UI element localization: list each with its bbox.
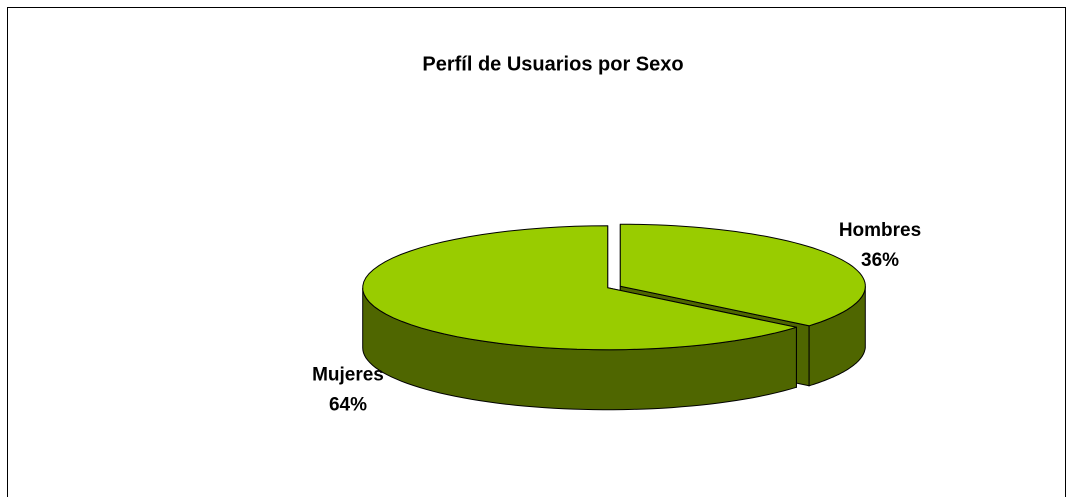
slice-label: Mujeres (312, 364, 384, 385)
slice-value-label: 64% (329, 394, 367, 415)
slice-top (619, 223, 866, 327)
slice-top (362, 225, 797, 351)
chart-title: Perfíl de Usuarios por Sexo (422, 53, 683, 75)
slice-value-label: 36% (861, 250, 899, 271)
slice-label: Hombres (839, 220, 921, 241)
